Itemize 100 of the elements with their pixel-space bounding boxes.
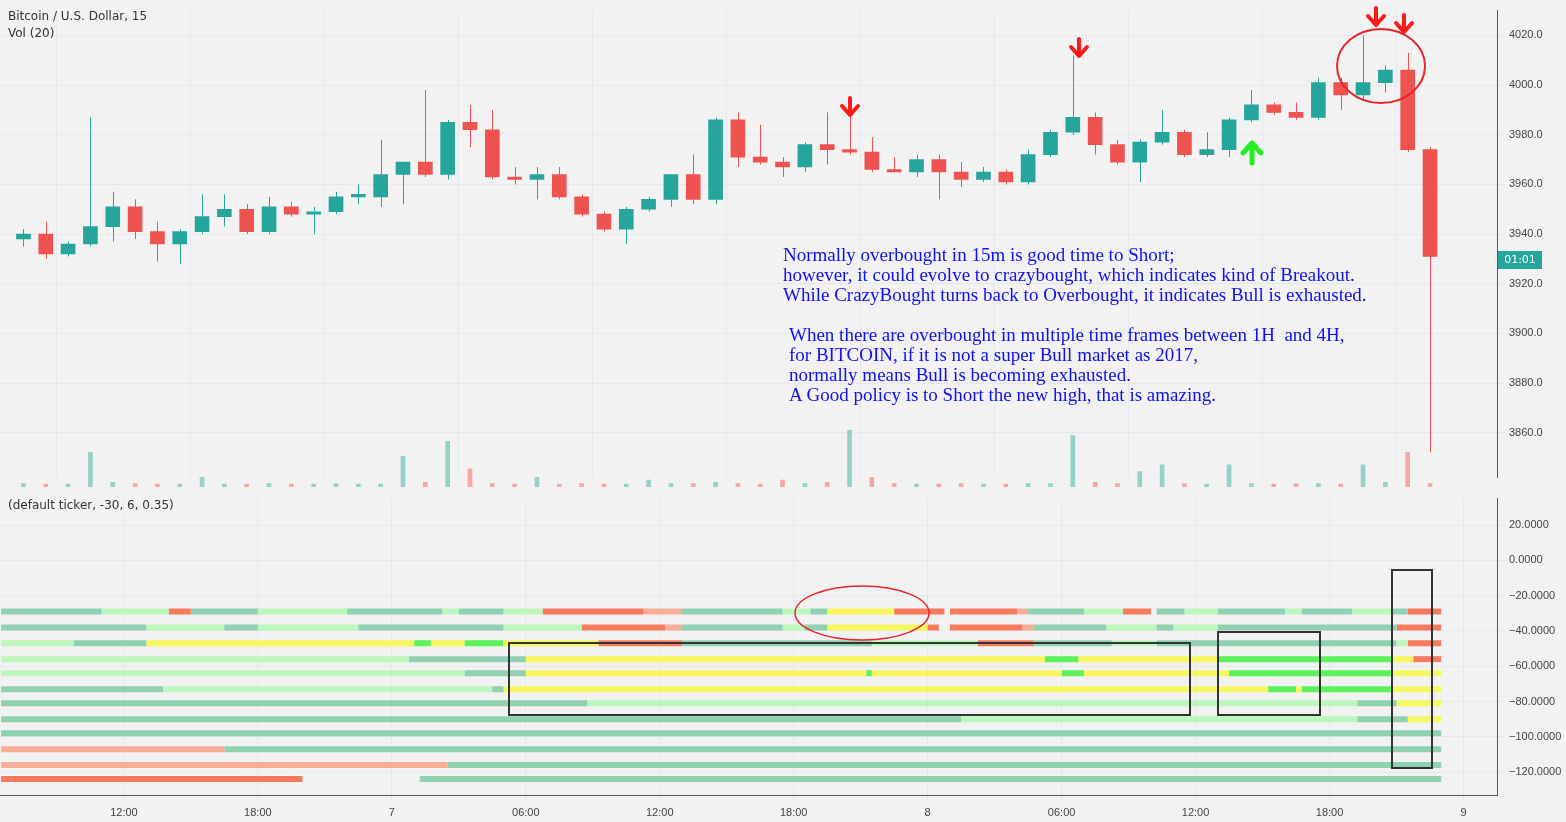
y-tick-label: 4020.0 (1509, 28, 1543, 41)
bar (981, 483, 986, 487)
candlestick (395, 161, 411, 205)
bar (289, 483, 294, 487)
candlestick (1355, 34, 1371, 101)
y-tick-label: −100.0000 (1509, 729, 1562, 742)
candlestick (417, 89, 433, 178)
y-tick-label: 20.0000 (1509, 518, 1549, 531)
bar (311, 483, 317, 487)
x-tick-label: 7 (388, 805, 395, 818)
candlestick (105, 191, 121, 243)
chart-title: (default ticker, -30, 6, 0.35) (8, 498, 174, 512)
x-tick-label: 18:00 (1315, 805, 1344, 818)
y-tick-label: −60.0000 (1509, 659, 1556, 672)
bar (802, 483, 808, 487)
bar (1271, 483, 1277, 487)
candlestick (953, 161, 969, 188)
y-tick-label: 3860.0 (1509, 425, 1543, 438)
y-tick-label: −80.0000 (1509, 694, 1556, 707)
candlestick (328, 191, 344, 215)
x-tick-label: 18:00 (779, 805, 808, 818)
candlestick (217, 193, 232, 228)
bar (1137, 471, 1143, 487)
bar (735, 483, 741, 487)
bar (110, 482, 116, 487)
annotation: Normally overbought in 15m is good time to Short; however, it could evolve to crazybought, which indicates kind of Breakout. While CrazyBought turns back to Overbought, it indicates Bull is exhausted. (783, 244, 1367, 305)
x-tick-label: 06:00 (512, 805, 540, 818)
bar (780, 479, 785, 487)
candlestick (797, 141, 813, 173)
candlestick (596, 211, 612, 233)
y-tick-label: 4000.0 (1509, 78, 1543, 91)
candlestick (462, 104, 478, 148)
candlestick (819, 111, 835, 166)
y-tick-label: 3920.0 (1509, 276, 1543, 289)
candlestick (618, 206, 634, 245)
bar (1003, 483, 1009, 487)
annotation: When there are overbought in multiple time frames between 1H and 4H, for BITCOIN, if it is not a super Bull market as 2017, normally means Bull is becoming exhausted. A Good policy is to Short the new high, that is amazing. (789, 324, 1345, 405)
bar (891, 483, 897, 487)
bar (1182, 483, 1187, 487)
candlestick (752, 124, 768, 166)
bar (1383, 482, 1388, 487)
candlestick (38, 221, 54, 260)
bar (958, 483, 964, 487)
y-tick-label: 0.0000 (1509, 553, 1543, 566)
bar (244, 483, 250, 487)
candlestick (909, 154, 924, 178)
y-tick-label: 3900.0 (1509, 326, 1543, 339)
bar (356, 483, 361, 487)
bar (646, 479, 651, 487)
bar (422, 482, 428, 487)
candlestick (1333, 77, 1349, 111)
candlestick (551, 166, 567, 200)
candlestick (83, 116, 98, 247)
bar (690, 483, 696, 487)
bar (579, 483, 584, 487)
candlestick (529, 166, 545, 200)
bar (1427, 483, 1433, 487)
bar (177, 483, 183, 487)
x-tick-label: 18:00 (244, 805, 272, 818)
candlestick (172, 228, 188, 265)
candlestick (1132, 139, 1148, 183)
bar (88, 451, 93, 487)
candlestick (775, 156, 790, 178)
candlestick (1199, 131, 1215, 158)
bar (1249, 483, 1254, 487)
x-tick-label: 8 (924, 805, 931, 818)
bar (155, 483, 160, 487)
candlestick (306, 206, 322, 235)
bar (623, 483, 629, 487)
bar (21, 483, 26, 487)
bar (1115, 483, 1120, 487)
bar (512, 483, 517, 487)
x-tick-label: 06:00 (1047, 805, 1076, 818)
chart-title: Vol (20) (8, 26, 55, 40)
bar (1070, 435, 1076, 487)
bar (713, 482, 718, 487)
candlestick (1177, 129, 1192, 158)
candlestick (864, 136, 880, 173)
x-tick-label: 9 (1460, 805, 1467, 818)
candlestick (150, 221, 165, 262)
bar (914, 483, 919, 487)
candlestick (1244, 89, 1259, 123)
bar (668, 483, 674, 487)
y-tick-label: 3940.0 (1509, 227, 1543, 240)
bar (757, 483, 763, 487)
x-tick-label: 12:00 (1181, 805, 1210, 818)
bar (445, 441, 450, 487)
y-tick-label: 3880.0 (1509, 376, 1543, 389)
candlestick (1065, 54, 1081, 136)
bar (1293, 483, 1299, 487)
y-tick-label: 3960.0 (1509, 177, 1543, 190)
bar (132, 483, 138, 487)
candlestick (194, 193, 210, 235)
bar (824, 482, 830, 487)
candlestick (1043, 129, 1058, 158)
bar (1405, 451, 1411, 487)
bar (1316, 483, 1321, 487)
bar (1204, 483, 1210, 487)
bar (266, 483, 272, 487)
x-tick-label: 12:00 (110, 805, 138, 818)
